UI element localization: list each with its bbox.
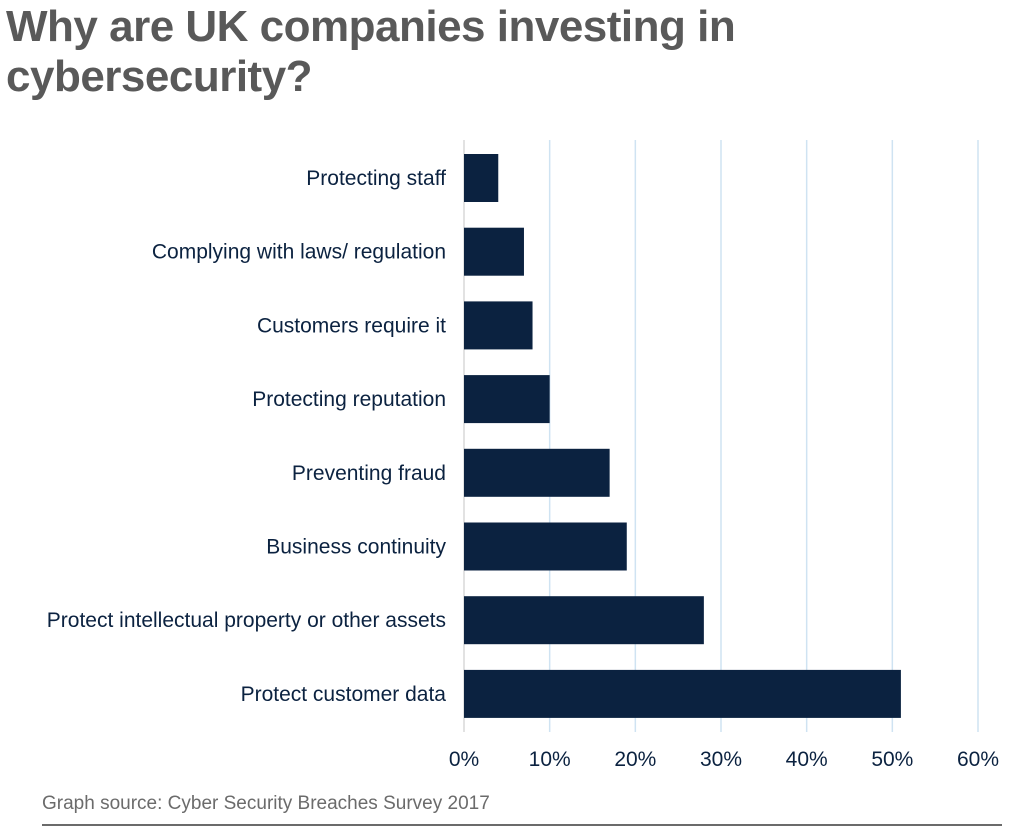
x-tick-label: 40% (786, 748, 828, 771)
x-tick-label: 10% (529, 748, 571, 771)
category-label: Protecting staff (306, 167, 446, 190)
bar (464, 522, 627, 571)
bar (464, 301, 533, 350)
category-label: Protect customer data (241, 683, 447, 706)
category-label: Complying with laws/ regulation (152, 241, 446, 264)
bar (464, 227, 524, 276)
x-tick-label: 20% (614, 748, 656, 771)
category-label: Customers require it (257, 314, 446, 337)
x-tick-label: 30% (700, 748, 742, 771)
category-label: Business continuity (266, 536, 446, 559)
bar (464, 448, 610, 497)
bar (464, 669, 901, 718)
footer-divider (42, 824, 1002, 826)
graph-source-note: Graph source: Cyber Security Breaches Su… (42, 793, 490, 814)
bar (464, 154, 499, 202)
x-tick-label: 60% (957, 748, 999, 771)
bar (464, 375, 550, 424)
bar (464, 596, 704, 645)
x-tick-label: 50% (871, 748, 913, 771)
category-label: Preventing fraud (292, 462, 446, 485)
category-label: Protecting reputation (252, 388, 446, 411)
chart-title: Why are UK companies investing in cybers… (6, 2, 736, 101)
category-label: Protect intellectual property or other a… (47, 609, 446, 632)
x-tick-label: 0% (449, 748, 479, 771)
